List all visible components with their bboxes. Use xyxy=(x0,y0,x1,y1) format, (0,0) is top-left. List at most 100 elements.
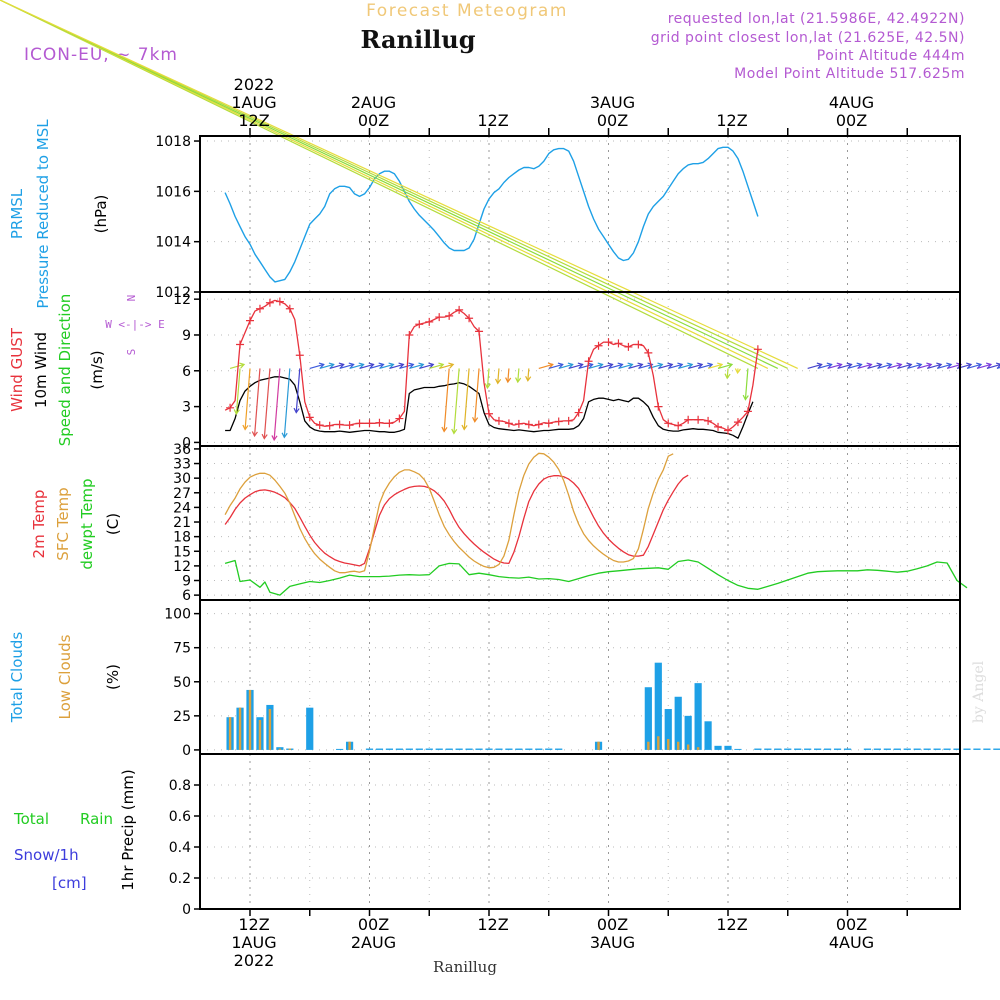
wind-direction-arrow xyxy=(807,363,822,369)
wind-arrow-head xyxy=(856,362,863,369)
bar-total-clouds xyxy=(843,748,852,750)
wind-arrow-head xyxy=(472,416,479,423)
wind-arrow-head xyxy=(281,432,288,439)
wind-arrow-head xyxy=(398,362,405,369)
y-tick-label-clouds: 100 xyxy=(164,607,191,623)
credit-watermark: by Angel xyxy=(971,660,987,723)
compass-n: N xyxy=(125,295,138,302)
wind-arrow-head xyxy=(956,362,963,369)
y-tick-label-temperature: 36 xyxy=(173,442,191,458)
y-tick-label-pressure: 1016 xyxy=(155,184,191,200)
ylabel-rain: Rain xyxy=(80,810,113,828)
gust-marker xyxy=(335,420,344,429)
wind-arrow-head xyxy=(926,362,933,369)
bar-total-clouds xyxy=(873,748,881,750)
wind-arrow-head xyxy=(826,362,833,369)
wind-arrow-head xyxy=(647,362,654,369)
wind-direction-arrow xyxy=(638,363,653,369)
wind-arrow-head xyxy=(293,407,300,414)
panel-frame-clouds xyxy=(199,599,961,755)
wind-arrow-head xyxy=(348,362,355,369)
wind-arrow-head xyxy=(985,362,993,369)
y-tick-label-precip: 0.6 xyxy=(169,809,191,825)
gust-marker xyxy=(305,413,314,422)
bar-low-clouds xyxy=(667,739,670,750)
wind-direction-arrow xyxy=(443,368,450,432)
bar-total-clouds xyxy=(465,748,473,750)
wind-direction-arrow xyxy=(936,363,952,369)
top-time-label: 12Z xyxy=(477,111,508,130)
gust-marker xyxy=(285,304,294,313)
wind-arrow-head xyxy=(358,362,365,369)
bar-total-clouds xyxy=(694,683,702,750)
y-tick-label-temperature: 30 xyxy=(173,471,191,487)
wind-direction-arrow xyxy=(349,363,364,369)
wind-direction-arrow xyxy=(837,363,852,369)
wind-arrow-head xyxy=(408,362,415,369)
gust-marker xyxy=(275,297,284,306)
gust-marker xyxy=(704,416,713,425)
gust-marker xyxy=(584,357,593,366)
bar-total-clouds xyxy=(644,687,652,750)
gust-marker xyxy=(345,421,354,430)
bar-low-clouds xyxy=(278,748,282,750)
wind-direction-arrow xyxy=(707,363,723,369)
wind-direction-arrow xyxy=(329,363,344,369)
compass-we: W <-|-> E xyxy=(105,318,165,331)
gust-marker xyxy=(554,417,563,426)
gust-marker xyxy=(395,414,404,423)
gust-marker xyxy=(634,340,643,349)
bar-total-clouds xyxy=(774,748,782,750)
bottom-time-label: 1AUG xyxy=(231,933,276,952)
y-tick-label-temperature: 18 xyxy=(173,530,191,546)
bar-total-clouds xyxy=(425,748,433,750)
gust-marker xyxy=(743,407,752,416)
bar-total-clouds xyxy=(794,748,802,750)
wind-direction-arrow xyxy=(578,363,593,369)
gust-marker xyxy=(624,342,633,351)
bar-total-clouds xyxy=(336,748,344,750)
wind-arrow-head xyxy=(687,362,694,369)
wind-direction-arrow xyxy=(658,363,673,369)
y-tick-label-temperature: 27 xyxy=(173,486,191,502)
wind-arrow-head xyxy=(438,362,445,369)
gust-marker xyxy=(485,409,493,418)
wind-direction-arrow xyxy=(497,368,500,384)
bar-low-clouds xyxy=(268,709,272,750)
wind-direction-arrow xyxy=(726,368,729,379)
gust-marker xyxy=(445,311,454,320)
gust-marker xyxy=(684,415,693,424)
series-2m-temp xyxy=(224,474,689,567)
bottom-time-label: 12Z xyxy=(716,915,747,934)
ylabel-celsius: (C) xyxy=(104,513,122,535)
wind-direction-arrow xyxy=(0,0,759,369)
wind-direction-arrow xyxy=(817,363,832,369)
top-time-label: 00Z xyxy=(836,111,867,130)
requested-coords: requested lon,lat (21.5986E, 42.4922N) xyxy=(668,11,965,27)
gust-marker xyxy=(594,341,603,350)
gust-marker xyxy=(435,313,444,322)
wind-direction-arrow xyxy=(0,0,789,369)
gust-marker xyxy=(265,298,274,307)
wind-direction-arrow xyxy=(283,368,291,438)
bar-low-clouds xyxy=(248,689,252,750)
y-tick-label-temperature: 12 xyxy=(173,559,191,575)
wind-arrow-head xyxy=(876,362,883,369)
panel-frame-precip xyxy=(199,753,961,910)
bar-total-clouds xyxy=(674,696,682,750)
ylabel-pressure-msl: Pressure Reduced to MSL xyxy=(34,119,52,309)
model-label: ICON-EU, ~ 7km xyxy=(24,45,178,65)
top-time-label: 4AUG xyxy=(829,93,874,112)
top-time-label: 2022 xyxy=(234,75,275,94)
wind-arrow-head xyxy=(627,362,634,369)
wind-arrow-head xyxy=(697,362,704,369)
wind-arrow-head xyxy=(328,362,335,369)
bar-low-clouds xyxy=(238,707,242,750)
bar-total-clouds xyxy=(495,748,503,750)
bar-total-clouds xyxy=(784,748,792,750)
point-altitude: Point Altitude 444m xyxy=(817,48,965,64)
wind-direction-arrow xyxy=(295,368,301,413)
gust-marker xyxy=(365,419,374,428)
wind-arrow-head xyxy=(816,362,823,369)
